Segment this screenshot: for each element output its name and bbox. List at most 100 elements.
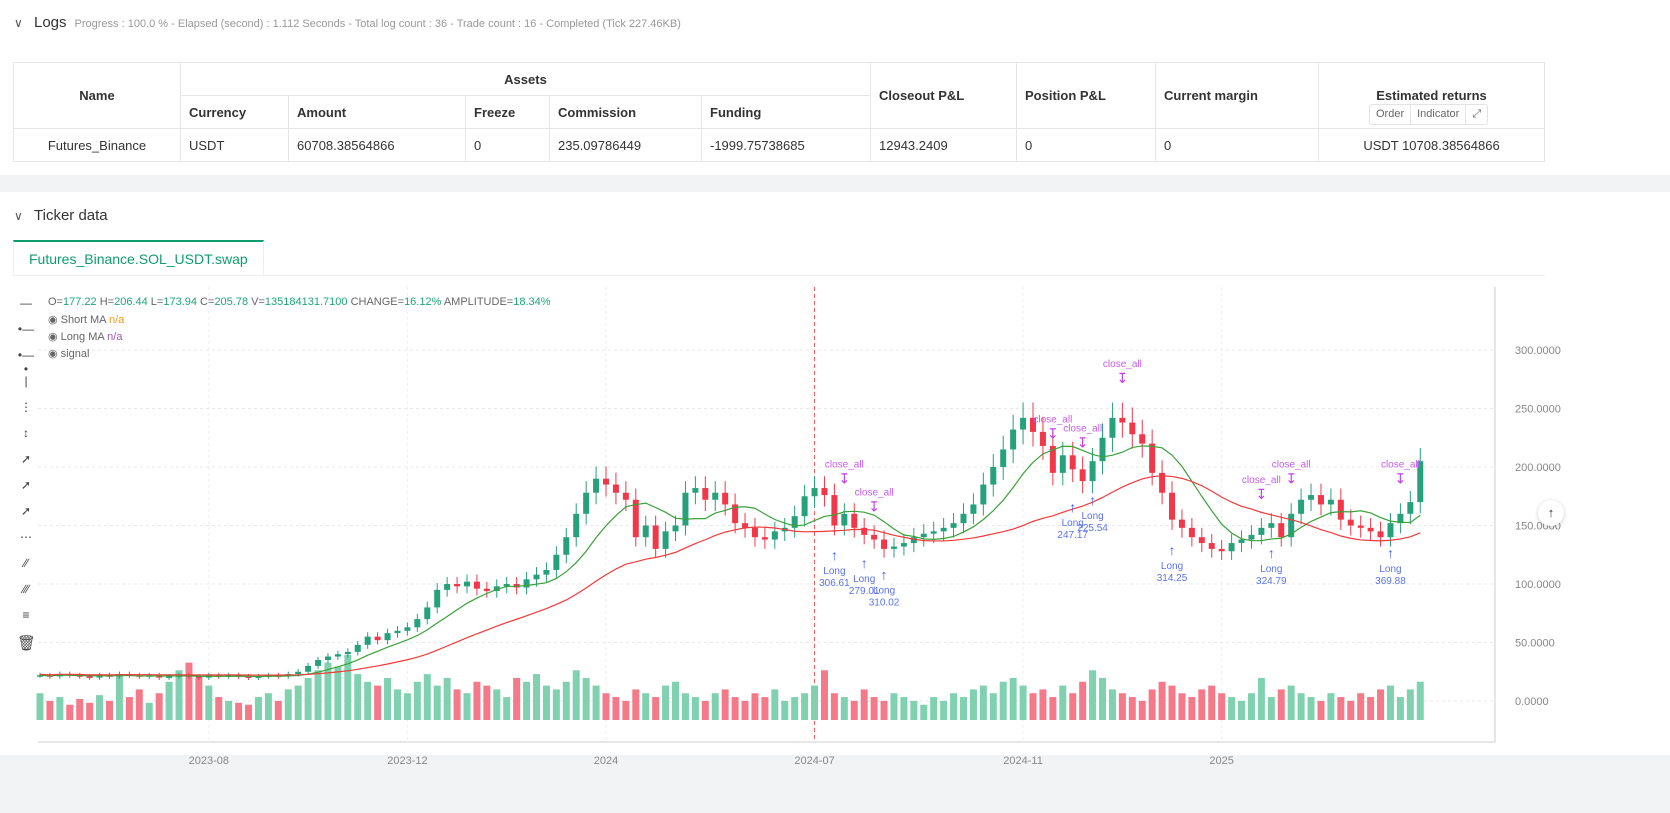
pitchfork-icon[interactable]: ∕∕∕ [22,582,29,596]
logs-header[interactable]: ∨ Logs Progress : 100.0 % - Elapsed (sec… [14,14,681,31]
candle-body [1119,417,1126,423]
volume-bar [1069,693,1077,720]
horizontal-ray-icon[interactable]: •— [17,322,35,336]
low-value: 173.94 [163,296,197,308]
candle-body [861,527,868,535]
candle-body [315,660,322,666]
col-closeout: Closeout P&L [870,62,1017,129]
parallel-channel-icon[interactable]: ∕∕ [23,556,28,570]
candle-body [305,665,312,672]
volume-bar [1218,693,1226,720]
volume-bar [195,677,203,720]
candle-body [463,581,470,587]
short-ma-value: n/a [108,314,125,326]
volume-bar [1377,689,1385,720]
volume-bar [1049,697,1057,720]
volume-bar [344,655,352,720]
volume-bar [701,700,709,720]
vertical-ray-icon[interactable]: ⋮ [20,400,32,414]
candle-body [1288,513,1295,538]
candle-body [732,504,739,524]
candle-body [811,488,818,497]
volume-bar [1386,685,1394,720]
candle-body [166,676,173,678]
volume-bar [1277,689,1285,720]
volume-bar [721,689,729,720]
candle-body [970,504,977,514]
volume-bar [274,700,282,720]
legend-short-ma[interactable]: ◉ Short MA n/a [48,313,124,326]
volume-bar [662,685,670,720]
scroll-top-button[interactable]: ↑ [1538,500,1564,526]
y-tick-label: 200.0000 [1515,462,1561,474]
legend-signal[interactable]: ◉ signal [48,347,89,360]
col-commission: Commission [549,95,702,129]
horizontal-line-icon[interactable]: — [20,296,32,310]
line-segment-icon[interactable]: •—• [17,348,35,376]
volume-bar [245,704,253,720]
volume-bar [999,681,1007,720]
order-button[interactable]: Order [1370,105,1412,124]
candle-body [1248,534,1255,540]
volume-bar [691,697,699,720]
close-signal-label: close_all [1063,423,1102,434]
eye-icon[interactable]: ◉ [48,348,58,360]
long-signal-label: Long [823,566,845,577]
y-tick-label: 0.0000 [1515,696,1549,708]
open-value: 177.22 [62,296,97,308]
volume-bar [969,689,977,720]
eye-icon[interactable]: ◉ [48,331,58,343]
volume-bar [1178,693,1186,720]
ray-line-icon[interactable]: ➚ [20,478,32,492]
tab-sol-usdt[interactable]: Futures_Binance.SOL_USDT.swap [13,240,264,275]
volume-bar [1138,700,1146,720]
volume-bar [423,674,431,720]
candle-body [612,484,619,493]
candle-body [1317,495,1324,505]
ticker-title: Ticker data [34,207,108,224]
trend-line-icon[interactable]: ➚ [20,452,32,466]
volume-bar [900,697,908,720]
volume-bar [393,689,401,720]
legend-long-ma[interactable]: ◉ Long MA n/a [48,330,122,343]
volume-bar [751,693,759,720]
candle-body [523,579,530,588]
eye-icon[interactable]: ◉ [48,314,58,326]
trash-icon[interactable]: 🗑 [17,635,37,652]
candle-body [414,619,421,628]
fibonacci-icon[interactable]: ≡ [22,608,30,622]
candle-body [394,630,401,634]
vertical-line-icon[interactable]: | [24,374,28,388]
candle-body [761,537,768,540]
volume-bar [453,689,461,720]
extended-line-icon[interactable]: ➚ [20,504,32,518]
col-freeze: Freeze [465,95,550,129]
ticker-panel: ∨ Ticker data Futures_Binance.SOL_USDT.s… [0,192,1670,755]
long-arrow-icon: ↑ [881,567,888,583]
candle-body [960,513,967,524]
indicator-button[interactable]: Indicator [1411,105,1467,124]
chevron-down-icon[interactable]: ∨ [14,209,23,223]
candle-body [1238,539,1245,544]
volume-bar [1357,693,1365,720]
volume-bar [1099,677,1107,720]
fullscreen-icon[interactable]: ⤢ [1472,108,1482,120]
logs-title: Logs [34,14,67,31]
volume-bar [1089,670,1097,720]
x-tick-label: 2024-11 [1003,755,1043,767]
candle-body [742,523,749,528]
candle-body [1059,455,1066,473]
vertical-segment-icon[interactable]: ↕ [23,426,29,440]
volume-bar [860,689,868,720]
price-range-icon[interactable]: ⋯ [20,530,32,544]
ticker-header[interactable]: ∨ Ticker data [14,207,108,224]
long-signal-price: 324.79 [1256,576,1287,587]
candle-body [434,589,441,608]
volume-bar [304,677,312,720]
candle-body [444,584,451,590]
candle-body [573,513,580,538]
long-ma-label: Long MA [60,331,105,343]
chevron-down-icon[interactable]: ∨ [14,16,23,30]
volume-bar [1406,689,1414,720]
